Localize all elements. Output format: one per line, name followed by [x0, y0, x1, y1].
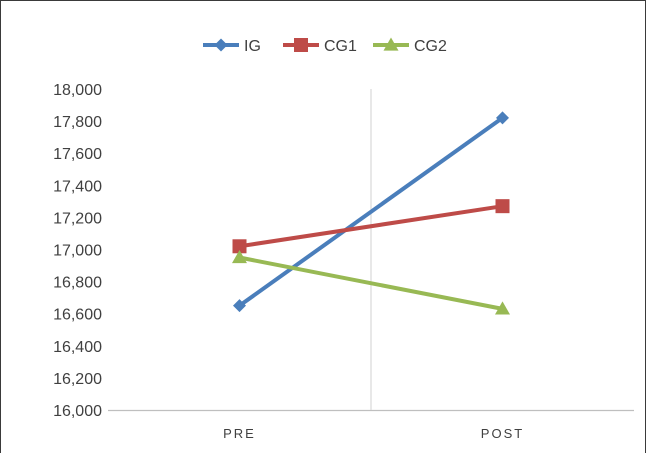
x-tick-label: POST [481, 426, 524, 441]
legend-label: CG1 [324, 38, 357, 55]
data-point-cg1-pre [232, 239, 247, 254]
series-line-ig [237, 115, 505, 308]
legend-label: IG [244, 38, 261, 55]
legend-marker [383, 37, 399, 51]
y-tick-label: 16,000 [53, 403, 102, 420]
series-markers [232, 111, 510, 315]
legend-label: CG2 [414, 38, 447, 55]
series-lines [237, 115, 505, 311]
y-tick-label: 17,600 [53, 146, 102, 163]
data-point-ig-post [496, 111, 509, 125]
x-axis: PRE POST [108, 89, 634, 441]
legend-item-cg2: CG2 [373, 37, 447, 55]
y-tick-label: 16,200 [53, 371, 102, 388]
data-point-cg2-pre [232, 250, 247, 264]
y-axis: 16,000 16,200 16,400 16,600 16,800 17,000 17,2… [53, 82, 102, 420]
legend-marker [214, 38, 228, 52]
y-tick-label: 17,000 [53, 243, 102, 260]
y-tick-label: 16,400 [53, 339, 102, 356]
series-line-cg2 [237, 255, 505, 311]
y-tick-label: 17,400 [53, 178, 102, 195]
y-tick-label: 18,000 [53, 82, 102, 99]
y-tick-label: 17,800 [53, 114, 102, 131]
legend: IG CG1 CG2 [203, 37, 447, 55]
data-point-cg1-post [495, 199, 510, 214]
y-tick-label: 16,600 [53, 307, 102, 324]
y-tick-label: 17,200 [53, 210, 102, 227]
data-point-cg2-post [495, 301, 510, 315]
legend-marker [294, 38, 308, 52]
legend-item-ig: IG [203, 38, 261, 55]
x-tick-label: PRE [223, 426, 256, 441]
data-point-ig-pre [233, 299, 246, 313]
legend-item-cg1: CG1 [283, 38, 357, 55]
series-line-cg1 [237, 204, 505, 249]
y-tick-label: 16,800 [53, 275, 102, 292]
